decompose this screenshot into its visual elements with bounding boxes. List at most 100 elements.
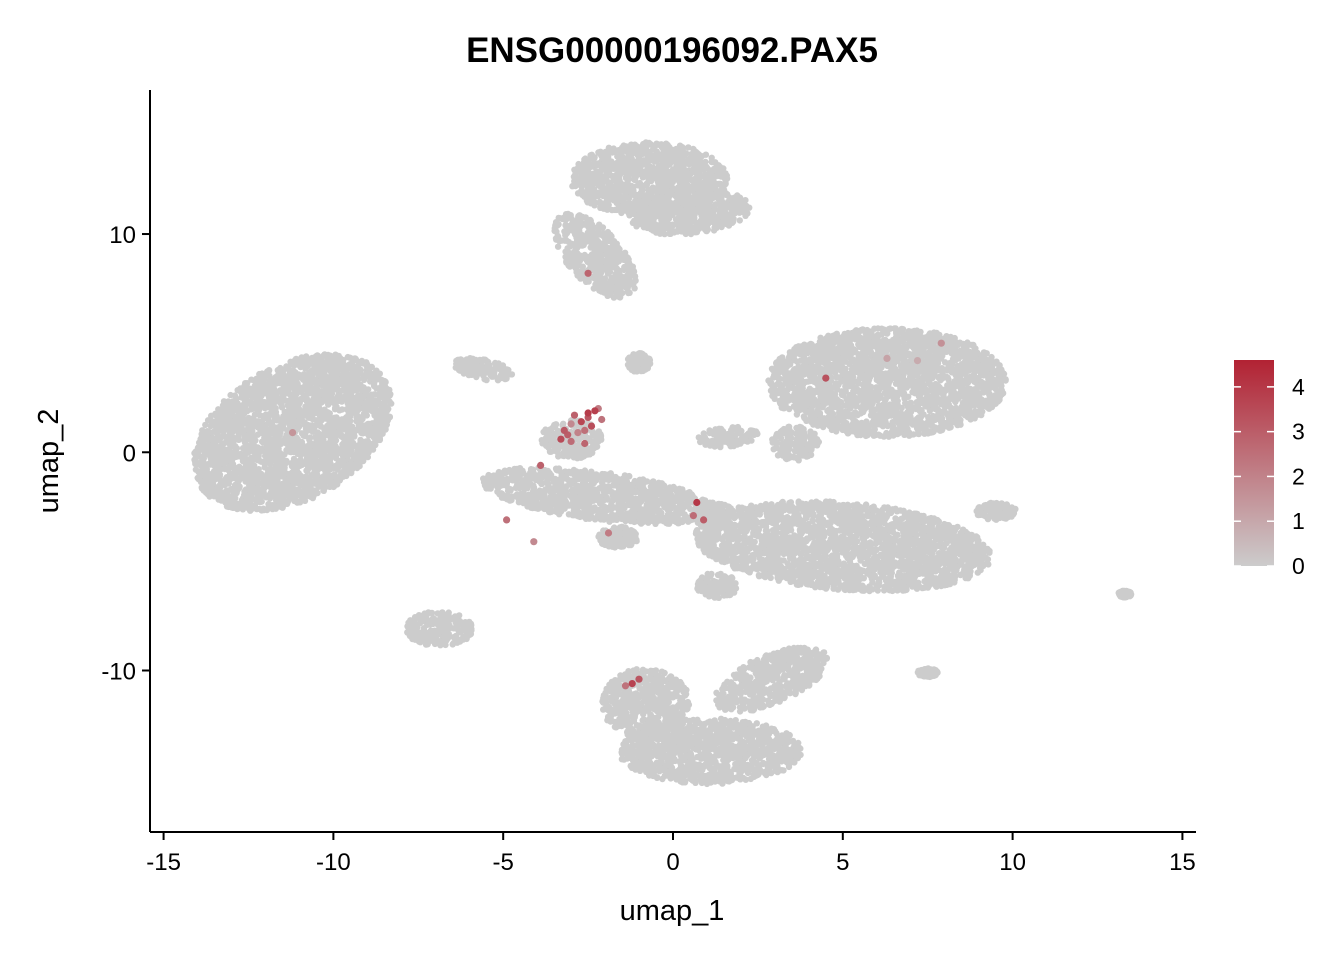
cell-point (225, 499, 232, 507)
cell-point (311, 401, 319, 408)
cell-point (370, 433, 377, 441)
cell-point (257, 473, 264, 480)
cell-point (572, 265, 580, 272)
cell-point (609, 283, 616, 291)
cell-point (195, 444, 202, 451)
cell-point (627, 186, 634, 194)
cell-point (694, 150, 701, 157)
cell-point (667, 176, 674, 183)
cell-point (681, 174, 688, 181)
cell-point (198, 430, 205, 438)
cell-point (226, 435, 233, 442)
cell-point (194, 450, 201, 457)
cell-point (591, 274, 598, 281)
cell-point (553, 236, 560, 243)
cell-point (268, 376, 275, 383)
cell-point (301, 421, 309, 429)
cell-point (255, 489, 262, 497)
cell-point (717, 190, 725, 197)
cell-point (623, 180, 631, 187)
cell-point (651, 155, 658, 162)
cell-point (257, 423, 264, 431)
cell-point (303, 477, 310, 484)
cell-point (606, 266, 613, 273)
cell-point (644, 139, 651, 147)
cell-point (687, 229, 694, 236)
cell-point (206, 442, 214, 450)
cell-point (283, 440, 290, 447)
cell-point (338, 387, 345, 394)
cell-point (294, 401, 301, 408)
cell-point (321, 480, 328, 487)
cell-point (650, 223, 657, 231)
cell-point (687, 151, 695, 158)
cell-point (608, 158, 615, 165)
cell-point (625, 267, 632, 274)
cell-point (234, 453, 241, 460)
cell-point (563, 214, 571, 221)
cell-point (603, 233, 610, 241)
cell-point (298, 446, 305, 453)
cell-point (626, 199, 633, 207)
cell-point (340, 468, 347, 475)
cell-point (569, 183, 576, 190)
cell-point (642, 200, 649, 207)
cell-point (363, 412, 370, 419)
cell-point (669, 208, 676, 215)
cell-point (249, 427, 256, 435)
cell-point (223, 416, 231, 424)
cell-point (221, 425, 228, 432)
cell-point (659, 224, 666, 231)
cell-point (245, 390, 252, 397)
cell-point (657, 184, 664, 192)
cell-point (356, 383, 363, 390)
cell-point (283, 417, 290, 425)
cell-point (315, 434, 322, 442)
chart-title: ENSG00000196092.PAX5 (466, 31, 878, 70)
cell-point (672, 199, 679, 207)
cell-point (201, 447, 208, 455)
cell-point (301, 392, 308, 400)
cell-point (346, 444, 353, 451)
cell-point (337, 364, 344, 371)
cell-point (206, 493, 213, 500)
cell-point (696, 219, 703, 227)
cell-point (317, 399, 325, 406)
cell-point (378, 405, 385, 412)
cell-point (265, 367, 273, 374)
cell-point (590, 262, 597, 270)
cell-point (587, 217, 594, 225)
cell-point (320, 487, 327, 494)
cell-point (351, 374, 358, 381)
cell-point (583, 156, 590, 164)
cell-point (636, 207, 643, 215)
cell-point (664, 151, 671, 158)
cell-point (625, 160, 632, 167)
cell-point (345, 371, 352, 378)
cell-point (659, 174, 666, 181)
cell-point (382, 396, 389, 404)
cell-point (710, 227, 718, 234)
cell-point (632, 277, 639, 284)
cell-point (265, 500, 272, 508)
cell-point (686, 216, 693, 223)
cell-point (260, 506, 267, 514)
cell-point (359, 430, 366, 437)
cell-point (243, 380, 251, 387)
cell-point (303, 398, 310, 405)
background-points (191, 139, 1135, 788)
cell-point (620, 274, 627, 281)
cell-point (242, 486, 249, 493)
cell-point (313, 478, 320, 485)
cell-point (645, 167, 652, 174)
cell-point (604, 244, 612, 252)
cell-point (293, 442, 301, 449)
cell-point (590, 285, 597, 292)
cell-point (658, 141, 665, 148)
cell-point (278, 466, 285, 473)
cell-point (279, 483, 286, 491)
cell-point (601, 188, 608, 196)
cell-point (238, 474, 245, 481)
cell-point (295, 422, 302, 429)
